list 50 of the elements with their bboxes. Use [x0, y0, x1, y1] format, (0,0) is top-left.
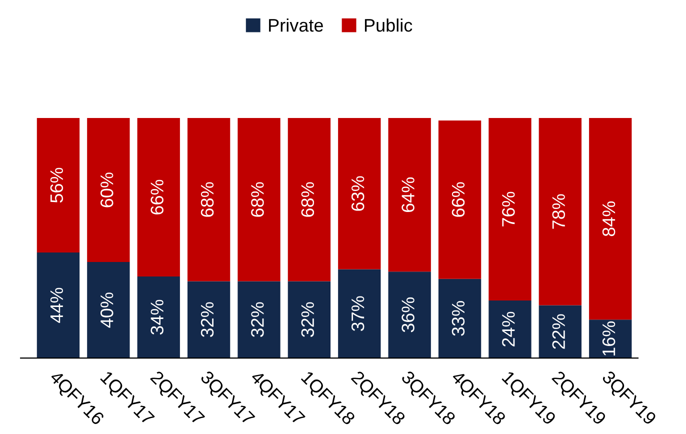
bar: [438, 120, 482, 279]
bar: [36, 118, 80, 252]
bar: [137, 118, 180, 276]
data-label: 68%: [251, 182, 264, 217]
bar: [238, 281, 280, 358]
data-label: 84%: [602, 201, 616, 236]
bar: [338, 269, 381, 358]
bar: [288, 118, 331, 282]
data-label: 24%: [502, 312, 515, 346]
bar: [538, 305, 582, 358]
bar: [538, 118, 582, 306]
data-label: 16%: [602, 321, 616, 356]
bar: [589, 320, 632, 358]
bar: [488, 300, 532, 358]
bar: [388, 118, 431, 272]
bar: [288, 281, 331, 358]
bar: [589, 118, 632, 320]
data-label: 32%: [301, 302, 314, 338]
data-label: 37%: [351, 296, 364, 332]
data-label: 33%: [452, 301, 465, 336]
data-label: 56%: [50, 168, 64, 203]
data-label: 76%: [502, 192, 515, 226]
data-label: 36%: [402, 297, 414, 332]
bar: [36, 252, 80, 358]
bar: [388, 272, 431, 358]
bar: [137, 276, 180, 358]
legend-label: Public: [364, 18, 412, 32]
data-label: 68%: [301, 182, 314, 217]
bar: [187, 281, 230, 358]
data-label: 66%: [452, 182, 465, 217]
data-label: 44%: [50, 288, 64, 323]
data-label: 60%: [100, 172, 114, 208]
data-label: 68%: [200, 182, 214, 217]
data-label: 40%: [100, 292, 114, 328]
bar: [87, 262, 130, 358]
legend-label: Private: [269, 18, 323, 32]
data-label: 63%: [351, 176, 364, 211]
data-label: 32%: [200, 302, 214, 338]
data-label: 22%: [552, 314, 565, 349]
bar: [488, 118, 532, 300]
data-label: 64%: [402, 177, 414, 212]
data-label: 34%: [150, 300, 164, 335]
bar: [438, 278, 482, 358]
bar: [187, 118, 230, 282]
data-label: 78%: [552, 194, 566, 229]
data-label: 32%: [251, 302, 264, 338]
bar: [338, 118, 381, 270]
data-label: 66%: [150, 180, 164, 214]
bar: [238, 118, 280, 282]
bar: [87, 118, 130, 262]
